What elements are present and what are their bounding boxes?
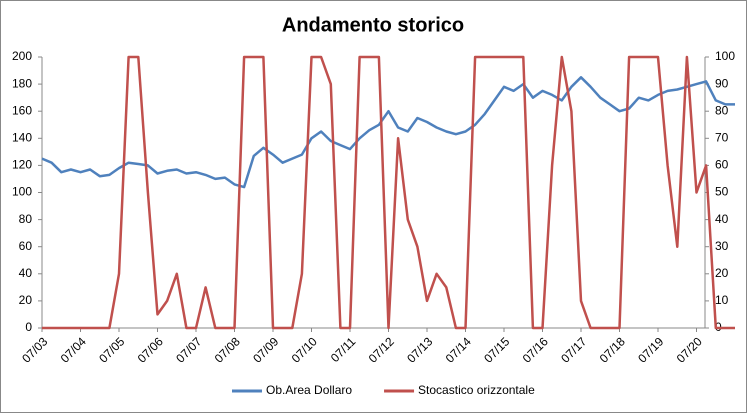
y-tick-label: 60 <box>19 239 33 253</box>
y-tick-label: 180 <box>12 76 32 90</box>
chart-title: Andamento storico <box>282 14 464 36</box>
y2-tick-label: 100 <box>715 49 735 63</box>
y-tick-label: 40 <box>19 266 33 280</box>
y2-tick-label: 40 <box>715 212 729 226</box>
y-tick-label: 80 <box>19 212 33 226</box>
legend-label: Ob.Area Dollaro <box>266 383 352 397</box>
y2-tick-label: 70 <box>715 130 729 144</box>
line-series <box>42 55 735 330</box>
y-tick-label: 200 <box>12 49 32 63</box>
line-series <box>41 76 735 189</box>
y2-tick-label: 50 <box>715 185 729 199</box>
y-tick-label: 100 <box>12 185 32 199</box>
y-tick-label: 160 <box>12 103 32 117</box>
y2-tick-label: 80 <box>715 103 729 117</box>
y-tick-label: 20 <box>19 293 33 307</box>
y2-tick-label: 30 <box>715 239 729 253</box>
y2-tick-label: 10 <box>715 293 729 307</box>
y2-tick-label: 90 <box>715 76 729 90</box>
y-tick-label: 0 <box>25 320 32 334</box>
y-tick-label: 120 <box>12 158 32 172</box>
y-tick-label: 140 <box>12 130 32 144</box>
legend-label: Stocastico orizzontale <box>418 383 535 397</box>
y2-tick-label: 60 <box>715 158 729 172</box>
y2-tick-label: 20 <box>715 266 729 280</box>
